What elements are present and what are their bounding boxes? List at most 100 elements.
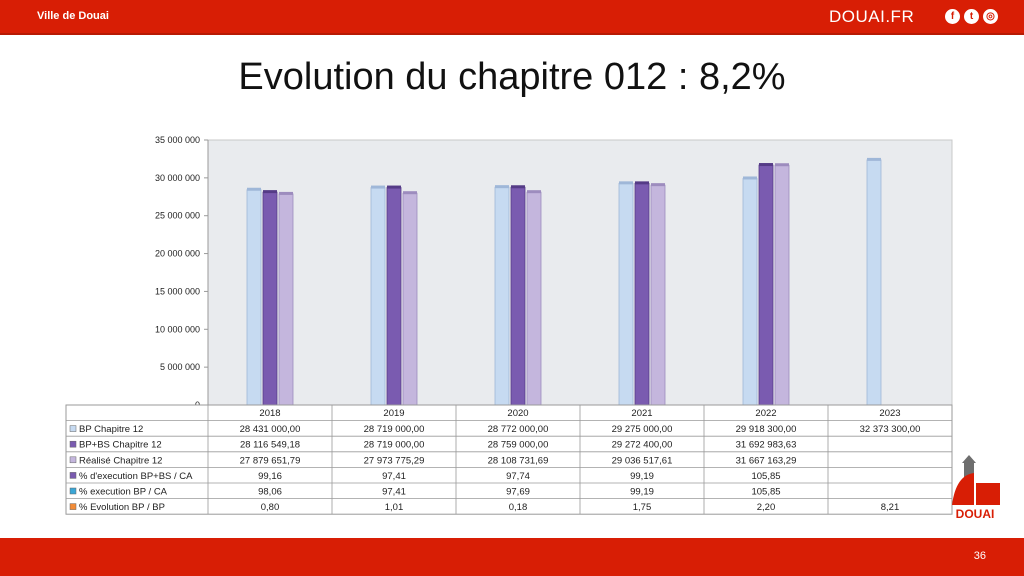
table-cell: 29 272 400,00 [612,440,673,451]
bar-top [635,181,649,185]
bar [742,178,758,406]
table-cell: 27 879 651,79 [240,455,301,466]
bar-top [495,185,509,189]
bar [774,164,790,406]
table-cell: 31 667 163,29 [736,455,797,466]
legend-swatch [69,456,77,464]
legend-label: % execution BP / CA [79,487,168,498]
bar-top [511,185,525,189]
table-cell: 28 116 549,18 [240,440,300,451]
y-tick-label: 35 000 000 [155,135,200,145]
table-cell: 1,01 [385,502,404,513]
legend-label: BP Chapitre 12 [79,424,143,435]
x-tick-label: 2019 [383,408,404,419]
bar [650,184,666,406]
x-tick-label: 2020 [507,408,528,419]
legend-label: BP+BS Chapitre 12 [79,440,162,451]
legend-swatch [69,503,77,510]
belfry-logo-icon [952,455,1000,505]
table-cell: 2,20 [757,502,776,513]
x-tick-label: 2022 [755,408,776,419]
twitter-icon[interactable]: t [964,9,979,24]
y-tick-label: 15 000 000 [155,286,200,296]
bar [634,182,650,406]
bar-top [247,187,261,191]
table-cell: 28 759 000,00 [488,440,549,451]
table-cell: 28 431 000,00 [240,424,301,435]
y-tick-label: 5 000 000 [160,362,200,372]
table-cell: 27 973 775,29 [364,455,425,466]
bar-top [371,185,385,189]
y-tick-label: 10 000 000 [155,324,200,334]
table-cell: 97,74 [506,471,530,482]
x-tick-label: 2018 [259,408,280,419]
banner-divider [0,33,1024,35]
legend-label: Réalisé Chapitre 12 [79,455,162,466]
org-name: Ville de Douai [37,10,109,22]
table-cell: 32 373 300,00 [860,424,921,435]
table-cell: 105,85 [751,487,780,498]
data-table [65,404,953,515]
legend-swatch [69,472,77,479]
x-tick-label: 2023 [879,408,900,419]
bar-top [263,190,277,194]
bar [618,182,634,406]
table-cell: 29 918 300,00 [736,424,797,435]
table-cell: 28 772 000,00 [488,424,549,435]
y-tick-label: 30 000 000 [155,173,200,183]
table-cell: 8,21 [881,502,900,513]
table-cell: 105,85 [751,471,780,482]
bar-top [651,183,665,187]
bar [510,186,526,406]
bar-top [387,185,401,189]
bar [526,191,542,406]
table-cell: 97,69 [506,487,530,498]
legend-swatch [69,425,77,432]
table-cell: 98,06 [258,487,282,498]
y-tick-label: 20 000 000 [155,249,200,259]
legend-label: % d'execution BP+BS / CA [79,471,193,482]
bar [370,187,386,406]
legend-swatch [69,487,77,495]
table-cell: 1,75 [633,502,652,513]
bar-top [743,176,757,180]
instagram-icon[interactable]: ◎ [983,9,998,24]
table-cell: 97,41 [382,487,406,498]
legend-swatch [69,440,77,448]
bar [386,187,402,406]
table-cell: 0,18 [509,502,528,513]
page-number: 36 [973,550,986,562]
plot-area [207,139,953,406]
table-cell: 99,16 [258,471,282,482]
table-cell: 31 692 983,63 [736,440,797,451]
x-tick-label: 2021 [631,408,652,419]
bar-top [279,191,293,195]
table-cell: 97,41 [382,471,406,482]
site-url-link[interactable]: DOUAI.FR [829,7,915,26]
bar [494,186,510,406]
table-cell: 28 719 000,00 [364,440,425,451]
bar [758,164,774,406]
table-cell: 99,19 [630,487,654,498]
bar [262,191,278,406]
bar-top [527,190,541,194]
table-cell: 0,80 [261,502,280,513]
bar [866,159,882,406]
table-cell: 99,19 [630,471,654,482]
table-cell: 28 719 000,00 [364,424,425,435]
bar [402,192,418,406]
table-cell: 29 036 517,61 [612,455,673,466]
legend-label: % Evolution BP / BP [79,502,165,513]
douai-logo: DOUAI [946,455,1004,525]
slide-title: Evolution du chapitre 012 : 8,2% [238,56,786,98]
logo-text: DOUAI [955,507,995,521]
top-banner: Ville de Douai DOUAI.FR f t ◎ [0,0,1024,33]
bar [246,189,262,406]
bar-top [759,163,773,167]
bar-top [775,163,789,167]
facebook-icon[interactable]: f [945,9,960,24]
bar-top [867,157,881,161]
bar-top [619,181,633,185]
table-cell: 29 275 000,00 [612,424,673,435]
